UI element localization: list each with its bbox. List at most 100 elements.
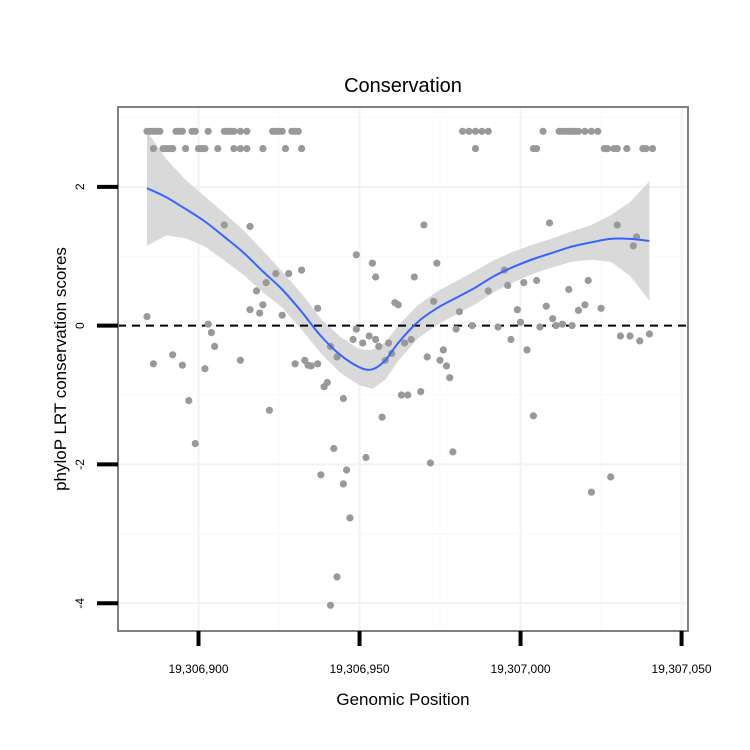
data-point <box>523 346 531 354</box>
data-point <box>581 301 589 309</box>
data-point <box>243 127 251 135</box>
x-axis-title: Genomic Position <box>336 690 469 709</box>
data-point <box>281 145 290 153</box>
y-tick-label: -4 <box>73 598 87 609</box>
data-point <box>533 276 541 285</box>
data-point <box>430 297 438 305</box>
data-point <box>565 285 573 294</box>
data-point <box>513 306 521 314</box>
plot-panel <box>117 106 689 632</box>
data-point <box>452 325 460 333</box>
data-point <box>626 332 634 340</box>
data-point <box>549 315 557 323</box>
panel-border <box>117 106 689 632</box>
data-point <box>384 339 393 347</box>
data-point <box>401 339 409 347</box>
data-point <box>294 127 302 135</box>
data-point <box>365 332 373 340</box>
data-point <box>397 391 405 399</box>
data-point <box>529 412 538 420</box>
data-point <box>616 332 625 340</box>
data-point <box>143 313 151 321</box>
data-point <box>446 374 454 382</box>
data-point <box>568 322 576 330</box>
data-point <box>265 406 273 414</box>
data-point <box>623 145 631 153</box>
data-point <box>214 145 222 153</box>
data-point <box>298 145 306 153</box>
data-point <box>298 266 306 274</box>
data-point <box>352 325 360 333</box>
data-point <box>207 329 215 337</box>
data-point <box>339 480 347 488</box>
data-point <box>204 127 212 135</box>
data-point <box>323 378 331 387</box>
data-point <box>636 337 644 345</box>
data-point <box>603 145 612 153</box>
data-point <box>484 127 492 135</box>
data-point <box>259 145 267 153</box>
data-point <box>594 127 602 135</box>
data-point <box>149 360 157 368</box>
data-points <box>143 127 657 609</box>
data-point <box>182 145 190 153</box>
data-point <box>455 308 463 316</box>
data-point <box>149 145 157 153</box>
data-point <box>484 287 492 295</box>
data-point <box>278 311 286 319</box>
data-point <box>407 335 415 344</box>
data-point <box>375 342 383 350</box>
data-point <box>574 306 583 314</box>
data-point <box>278 127 286 135</box>
data-point <box>169 145 177 153</box>
data-point <box>597 304 605 312</box>
data-point <box>468 322 476 330</box>
data-point <box>343 466 351 474</box>
data-point <box>362 453 370 462</box>
data-point <box>587 488 596 496</box>
data-point <box>259 301 267 309</box>
confidence-ribbon <box>147 131 650 389</box>
data-point <box>420 221 428 229</box>
data-point <box>220 221 228 229</box>
data-point <box>372 273 380 281</box>
data-point <box>178 361 186 369</box>
data-point <box>426 459 434 467</box>
data-point <box>471 127 480 135</box>
y-axis-title: phyloP LRT conservation scores <box>51 247 70 491</box>
data-point <box>439 346 447 354</box>
data-point <box>326 601 335 609</box>
data-point <box>178 127 186 135</box>
data-point <box>516 318 525 326</box>
data-point <box>478 127 486 135</box>
data-point <box>494 323 502 331</box>
data-point <box>236 356 244 364</box>
data-point <box>230 127 238 135</box>
data-point <box>169 351 177 359</box>
data-point <box>574 127 583 135</box>
data-point <box>314 304 322 312</box>
data-point <box>394 301 402 309</box>
smooth-line <box>146 187 650 371</box>
data-point <box>436 356 444 364</box>
data-point <box>613 145 621 153</box>
panel-background <box>118 107 688 631</box>
data-point <box>246 306 254 314</box>
data-point <box>330 444 338 453</box>
data-point <box>417 388 425 396</box>
x-tick-label: 19,306,900 <box>168 662 228 676</box>
x-tick-label: 19,306,950 <box>329 662 389 676</box>
data-point <box>520 279 528 287</box>
data-point <box>359 339 367 347</box>
data-point <box>536 323 544 331</box>
data-point <box>607 473 615 481</box>
x-tick-label: 19,307,000 <box>491 662 551 676</box>
data-point <box>587 127 596 135</box>
data-point <box>272 270 280 278</box>
data-point <box>243 145 251 153</box>
data-point <box>307 362 315 370</box>
data-point <box>236 127 244 135</box>
data-point <box>459 127 467 135</box>
x-axis: 19,306,900 19,306,950 19,307,000 19,307,050 <box>168 631 712 676</box>
